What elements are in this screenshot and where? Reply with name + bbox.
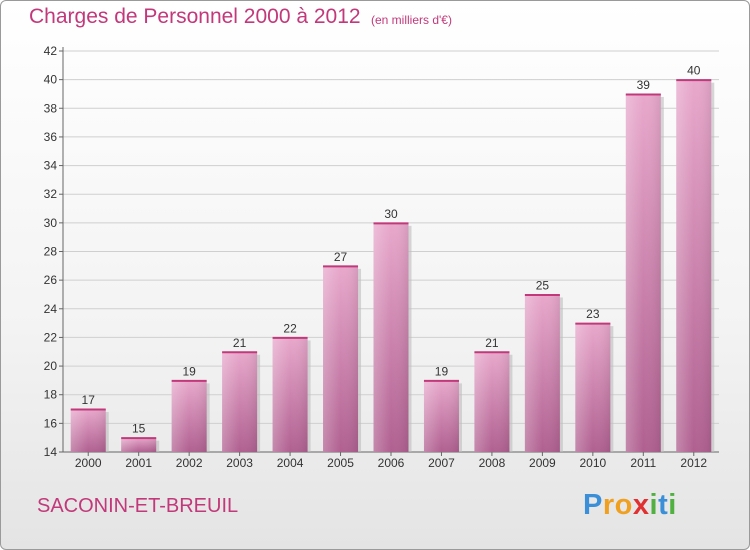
- x-tick-label: 2011: [630, 456, 656, 470]
- data-label: 23: [586, 307, 600, 321]
- data-label: 21: [233, 336, 247, 350]
- data-labels: 17 15 19 21 22 27 30 19 21 25 23 39 40: [82, 64, 701, 436]
- bar-shine: [272, 337, 308, 452]
- commune-name: SACONIN-ET-BREUIL: [37, 495, 239, 517]
- x-tick-label: 2009: [529, 456, 556, 470]
- logo-letter: r: [602, 489, 615, 521]
- bar-shine: [625, 93, 661, 452]
- data-label: 25: [536, 278, 550, 292]
- data-label: 22: [283, 321, 297, 335]
- x-tick-label: 2008: [479, 456, 506, 470]
- x-tick-label: 2012: [680, 456, 707, 470]
- bars: [70, 79, 715, 453]
- data-label: 30: [384, 207, 398, 221]
- y-tick-label: 16: [44, 416, 58, 430]
- x-tick-label: 2006: [378, 456, 405, 470]
- x-tick-label: 2010: [579, 456, 606, 470]
- x-tick-label: 2005: [327, 456, 354, 470]
- y-tick-label: 36: [44, 130, 58, 144]
- logo-letter: i: [668, 489, 677, 521]
- logo-letter: P: [583, 489, 603, 521]
- data-label: 39: [637, 78, 651, 92]
- x-tick-label: 2001: [125, 456, 152, 470]
- bar-shine: [524, 294, 560, 452]
- bar-shine: [575, 323, 611, 452]
- bar-shine: [323, 265, 359, 452]
- logo-letter: x: [632, 489, 650, 521]
- y-tick-label: 30: [44, 216, 58, 230]
- y-tick-label: 26: [44, 273, 58, 287]
- data-label: 21: [485, 336, 499, 350]
- y-tick-label: 42: [44, 44, 58, 58]
- bar-shine: [171, 380, 207, 452]
- y-tick-label: 32: [44, 187, 58, 201]
- proxiti-logo[interactable]: Proxiti: [583, 489, 677, 522]
- x-tick-label: 2002: [176, 456, 203, 470]
- bar-shine: [474, 351, 510, 452]
- data-label: 27: [334, 250, 348, 264]
- y-tick-label: 18: [44, 388, 58, 402]
- y-tick-label: 40: [44, 73, 58, 87]
- logo-letter: i: [649, 489, 659, 521]
- bar-shine: [70, 409, 106, 452]
- logo-letter: t: [658, 489, 669, 521]
- bar-shine: [222, 351, 258, 452]
- data-label: 19: [435, 364, 449, 378]
- bar-shine: [676, 79, 712, 453]
- bar-shine: [373, 222, 409, 452]
- x-tick-label: 2004: [277, 456, 304, 470]
- chart-title: Charges de Personnel 2000 à 2012: [29, 5, 361, 28]
- y-tick-label: 20: [44, 359, 58, 373]
- y-tick-label: 28: [44, 245, 58, 259]
- y-tick-label: 38: [44, 101, 58, 115]
- data-label: 15: [132, 422, 146, 436]
- x-tick-label: 2007: [428, 456, 455, 470]
- y-tick-label: 34: [44, 159, 58, 173]
- chart-subtitle: (en milliers d'€): [371, 13, 452, 27]
- bar-shine: [423, 380, 459, 452]
- data-label: 17: [82, 393, 96, 407]
- data-label: 40: [687, 64, 701, 78]
- y-tick-label: 22: [44, 330, 58, 344]
- x-tick-label: 2000: [75, 456, 102, 470]
- bar-shine: [121, 437, 157, 452]
- logo-letter: o: [614, 489, 633, 521]
- data-label: 19: [182, 364, 196, 378]
- y-tick-label: 24: [44, 302, 58, 316]
- y-tick-label: 14: [44, 445, 58, 459]
- x-tick-label: 2003: [226, 456, 253, 470]
